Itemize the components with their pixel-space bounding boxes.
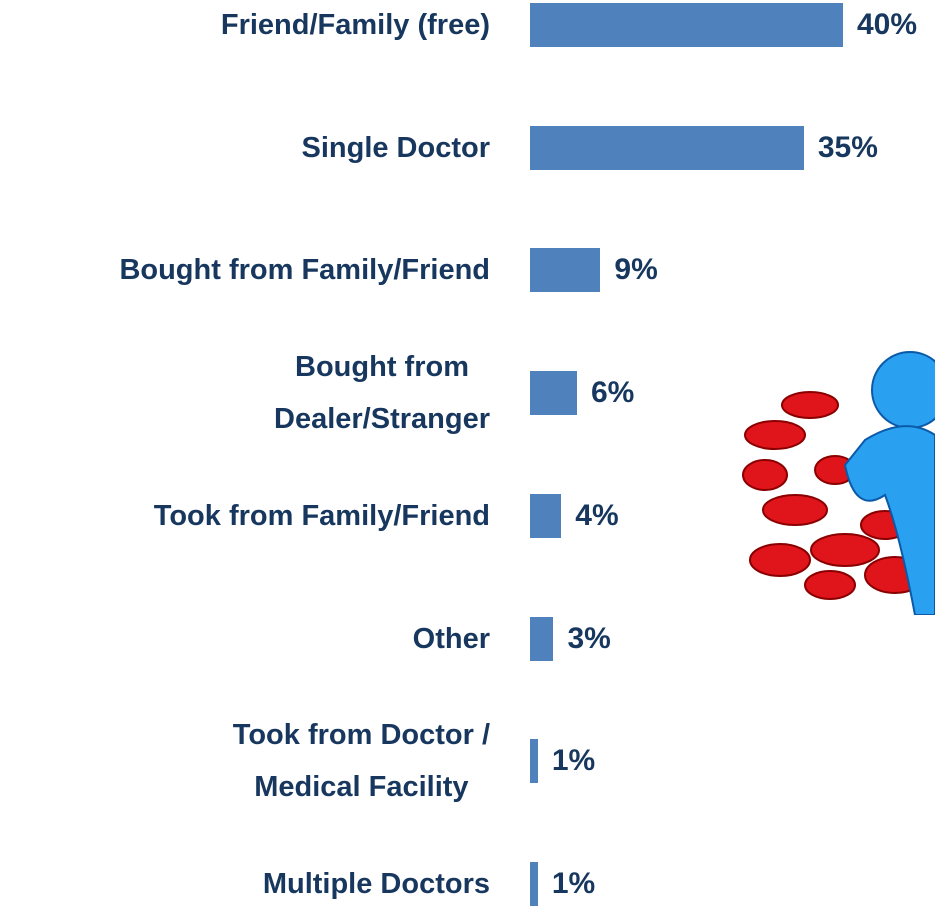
bar — [530, 371, 577, 416]
bar — [530, 493, 562, 538]
bar — [530, 248, 601, 293]
bar — [530, 3, 843, 47]
category-label: Other — [412, 622, 490, 655]
category-label: Single Doctor — [301, 131, 490, 164]
category-label: Multiple Doctors — [262, 867, 490, 900]
value-label: 40% — [857, 8, 918, 41]
bar — [530, 739, 538, 784]
category-label: Bought from Dealer/Stranger — [274, 351, 490, 436]
bar — [530, 861, 538, 906]
pills-illustration — [742, 351, 935, 615]
bar — [530, 616, 554, 661]
value-label: 3% — [567, 621, 611, 655]
value-label: 4% — [575, 498, 619, 532]
bar — [530, 125, 804, 170]
value-label: 35% — [817, 130, 878, 164]
category-label: Took from Doctor / Medical Facility — [232, 719, 490, 804]
category-label: Friend/Family (free) — [220, 9, 490, 41]
value-label: 9% — [614, 253, 658, 287]
category-label: Bought from Family/Friend — [119, 254, 490, 287]
value-label: 1% — [551, 744, 596, 778]
value-label: 1% — [551, 866, 596, 900]
value-label: 6% — [590, 376, 635, 410]
category-label: Took from Family/Friend — [153, 499, 490, 532]
